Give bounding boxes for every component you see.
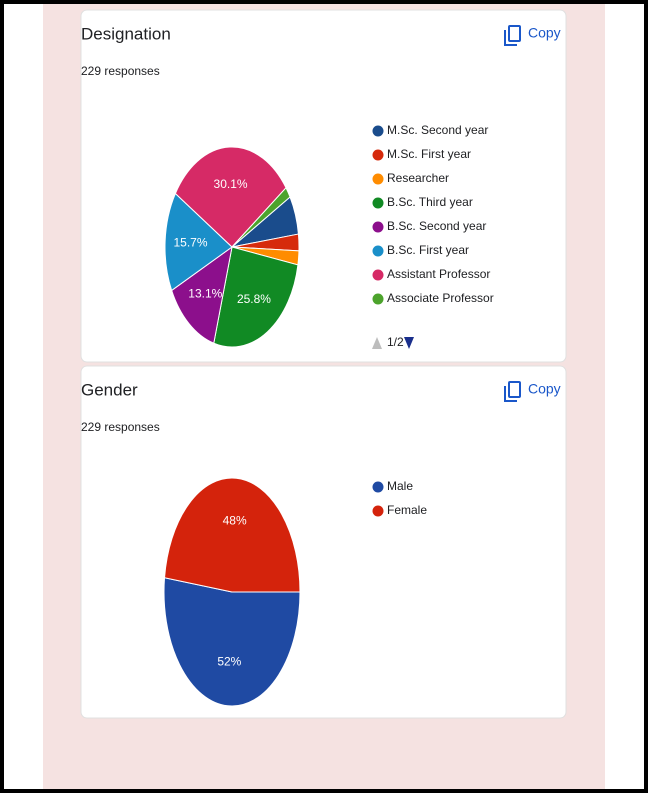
copy-icon[interactable] xyxy=(504,30,517,46)
slice-label: 13.1% xyxy=(188,287,222,301)
legend-label: Female xyxy=(387,503,427,517)
pie-slice xyxy=(231,186,291,248)
legend-marker xyxy=(372,197,384,209)
legend-marker xyxy=(372,293,384,305)
legend-marker xyxy=(372,149,384,161)
slice-label: 48% xyxy=(223,514,247,528)
legend-label: Researcher xyxy=(387,171,449,185)
legend-label: M.Sc. Second year xyxy=(387,123,488,137)
slice-label: 25.8% xyxy=(237,292,271,306)
card-title: Designation xyxy=(81,24,171,43)
legend-marker xyxy=(372,269,384,281)
copy-button[interactable]: Copy xyxy=(528,381,561,397)
copy-icon[interactable] xyxy=(504,386,517,402)
card xyxy=(80,365,567,719)
legend-next[interactable] xyxy=(404,337,414,349)
legend-label: Male xyxy=(387,479,413,493)
legend-marker xyxy=(372,221,384,233)
slice-label: 15.7% xyxy=(174,236,208,250)
card-title: Gender xyxy=(81,380,138,399)
legend-label: B.Sc. First year xyxy=(387,243,469,257)
pie-slice xyxy=(163,577,301,707)
legend-marker xyxy=(372,505,384,517)
slice-label: 30.1% xyxy=(214,177,248,191)
legend-prev[interactable] xyxy=(372,337,382,349)
legend-marker xyxy=(372,481,384,493)
legend-marker xyxy=(372,125,384,137)
legend-label: M.Sc. First year xyxy=(387,147,471,161)
pie-slice xyxy=(171,245,233,344)
legend-label: B.Sc. Third year xyxy=(387,195,473,209)
legend-marker xyxy=(372,173,384,185)
response-count: 229 responses xyxy=(81,420,160,434)
pie-slice xyxy=(164,192,233,292)
legend-page: 1/2 xyxy=(387,335,404,349)
pie-slice xyxy=(174,146,287,248)
card xyxy=(80,9,567,363)
pie-slice xyxy=(213,246,299,348)
legend-label: Assistant Professor xyxy=(387,267,490,281)
copy-button[interactable]: Copy xyxy=(528,25,561,41)
legend-marker xyxy=(372,245,384,257)
copy-icon[interactable] xyxy=(508,381,521,398)
legend-label: Associate Professor xyxy=(387,291,494,305)
slice-label: 52% xyxy=(217,655,241,669)
legend-label: B.Sc. Second year xyxy=(387,219,486,233)
response-count: 229 responses xyxy=(81,64,160,78)
pie-slice xyxy=(164,477,301,593)
copy-icon[interactable] xyxy=(508,25,521,42)
